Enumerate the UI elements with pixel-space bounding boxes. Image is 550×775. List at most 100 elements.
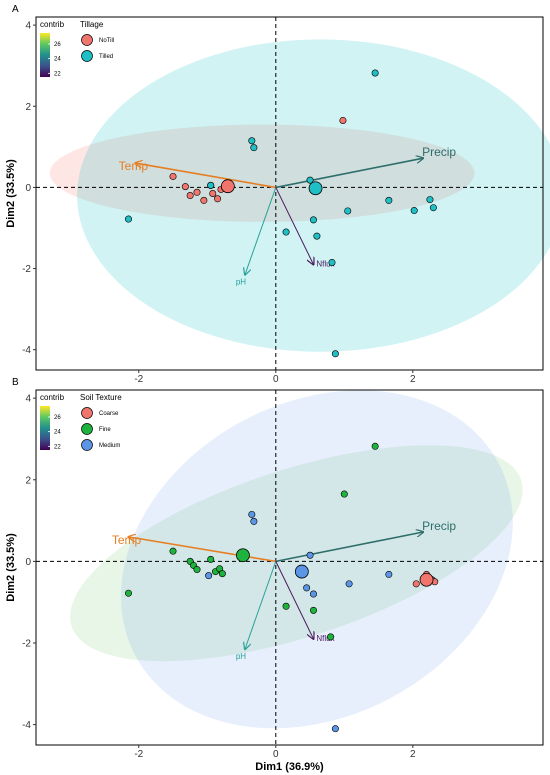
- x-tick-label: -2: [134, 374, 143, 385]
- data-point-tilled: [371, 69, 379, 77]
- legend-title: Tillage: [80, 20, 104, 29]
- data-point-tilled: [124, 215, 132, 223]
- legend-label-tilled: Tilled: [99, 54, 113, 60]
- vector-label-precip: Precip: [422, 145, 456, 159]
- data-point-fine: [309, 606, 317, 614]
- x-tick-label: 0: [273, 374, 279, 385]
- legend-key-notill: [81, 34, 93, 46]
- panel-label: A: [12, 4, 19, 15]
- y-tick-label: 4: [25, 21, 31, 32]
- confidence-ellipse-notill: [49, 124, 475, 222]
- legend-key-tilled: [81, 50, 93, 62]
- y-axis-label: Dim2 (33.5%): [5, 533, 17, 602]
- vector-precip: [275, 158, 423, 189]
- data-point-notill: [209, 190, 217, 198]
- centroid-fine: [236, 548, 250, 563]
- vector-label-ph: pH: [236, 652, 246, 661]
- data-point-tilled: [248, 137, 256, 145]
- data-point-fine: [327, 633, 335, 641]
- x-tick-label: 2: [410, 749, 416, 760]
- x-tick-label: 0: [273, 749, 279, 760]
- legend-key-medium: [81, 439, 93, 451]
- vector-label-temp: Temp: [112, 533, 142, 547]
- vector-label-nflux: Nflux: [316, 634, 334, 643]
- centroid-notill: [220, 179, 235, 194]
- data-point-notill: [169, 172, 177, 180]
- data-point-medium: [205, 572, 213, 580]
- data-point-fine: [371, 442, 379, 450]
- colorbar-tick-label: 26: [54, 415, 61, 421]
- vector-precip: [275, 532, 423, 563]
- vector-label-temp: Temp: [119, 159, 149, 173]
- data-point-notill: [181, 183, 189, 191]
- data-point-tilled: [385, 196, 393, 204]
- data-point-tilled: [426, 196, 434, 204]
- confidence-ellipse-medium: [121, 390, 513, 729]
- data-point-tilled: [306, 176, 314, 184]
- centroid-coarse: [419, 572, 434, 587]
- data-point-tilled: [344, 207, 352, 215]
- colorbar-tick-label: 22: [54, 444, 61, 450]
- colorbar-title: contrib: [40, 393, 65, 402]
- data-point-tilled: [331, 350, 339, 358]
- data-point-medium: [345, 580, 353, 588]
- x-tick-label: 2: [410, 374, 416, 385]
- data-point-medium: [303, 584, 311, 592]
- panel-B: B -2 0 2 -4 -2 0 2 4 Dim2 (33.5%) Dim1 (36.9%) Temp…: [5, 377, 544, 773]
- data-point-medium: [331, 725, 339, 733]
- vector-temp: [135, 163, 276, 189]
- legend-label-medium: Medium: [99, 443, 120, 449]
- y-tick-label: 4: [25, 394, 31, 405]
- y-tick-label: -2: [22, 264, 31, 275]
- colorbar-title: contrib: [40, 20, 65, 29]
- legend-title: Soil Texture: [80, 393, 122, 402]
- data-point-tilled: [309, 216, 317, 224]
- centroid-tilled: [308, 181, 323, 196]
- legend-label-coarse: Coarse: [99, 411, 119, 417]
- data-point-fine: [282, 602, 290, 610]
- confidence-ellipse-fine: [70, 445, 523, 662]
- y-tick-label: -2: [22, 638, 31, 649]
- data-point-fine: [340, 490, 348, 498]
- data-point-notill: [193, 188, 201, 196]
- x-axis-label: Dim1 (36.9%): [255, 761, 324, 773]
- data-point-notill: [200, 196, 208, 204]
- data-point-notill: [214, 195, 222, 203]
- y-tick-label: 2: [25, 475, 31, 486]
- data-point-tilled: [429, 204, 437, 212]
- data-point-medium: [248, 510, 256, 518]
- vector-temp: [128, 537, 276, 563]
- y-tick-label: 0: [25, 183, 31, 194]
- legend-label-fine: Fine: [99, 427, 111, 433]
- data-point-tilled: [282, 228, 290, 236]
- data-point-medium: [250, 517, 258, 525]
- confidence-ellipse-tilled: [77, 39, 550, 352]
- centroid-medium: [294, 564, 309, 579]
- y-tick-label: 2: [25, 102, 31, 113]
- data-point-tilled: [250, 144, 258, 152]
- panel-label: B: [12, 377, 19, 388]
- vector-label-nflux: Nflux: [316, 260, 334, 269]
- y-tick-label: 0: [25, 557, 31, 568]
- data-point-tilled: [313, 232, 321, 240]
- data-point-coarse: [412, 580, 420, 588]
- data-point-medium: [309, 590, 317, 598]
- colorbar: [40, 33, 50, 77]
- data-point-fine: [124, 589, 132, 597]
- data-point-fine: [207, 555, 215, 563]
- colorbar-tick-label: 22: [54, 71, 61, 77]
- vector-label-ph: pH: [236, 278, 246, 287]
- data-point-fine: [169, 547, 177, 555]
- data-point-tilled: [207, 181, 215, 189]
- data-point-tilled: [328, 258, 336, 266]
- y-tick-label: -4: [22, 720, 31, 731]
- data-point-notill: [339, 116, 347, 124]
- colorbar: [40, 406, 50, 450]
- colorbar-tick-label: 26: [54, 42, 61, 48]
- legend-label-notill: NoTill: [99, 38, 114, 44]
- plot-frame: [35, 389, 544, 746]
- x-tick-label: -2: [134, 749, 143, 760]
- vector-label-precip: Precip: [422, 519, 456, 533]
